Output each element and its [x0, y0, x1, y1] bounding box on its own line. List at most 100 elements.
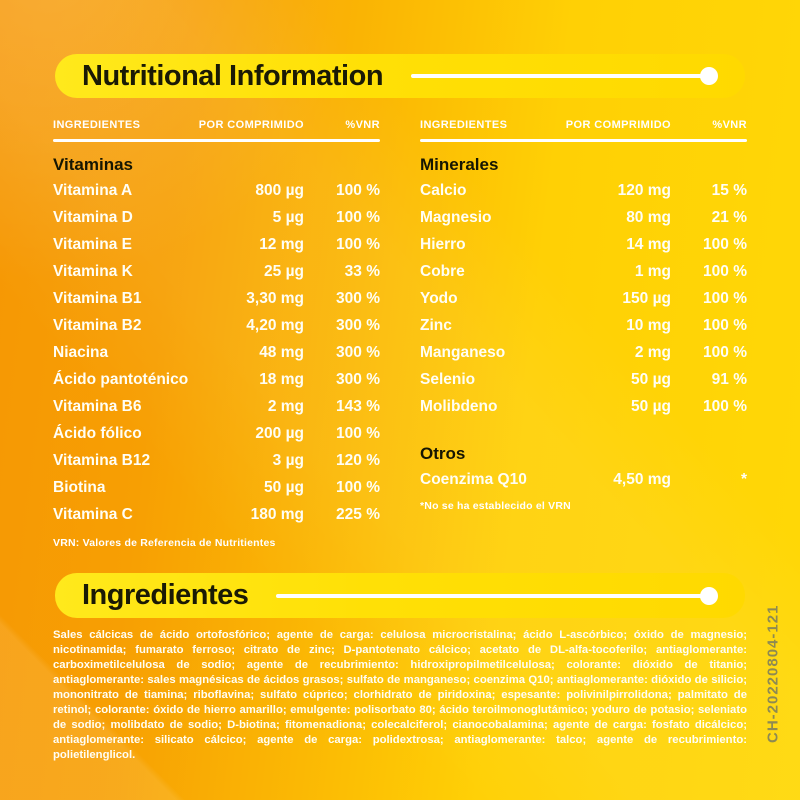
amount-value: 50 µg — [631, 370, 671, 388]
section-title-minerales: Minerales — [420, 155, 499, 174]
ingredientes-decorative-line-wrap — [276, 586, 718, 605]
table-row: Coenzima Q10 4,50 mg * — [420, 466, 747, 493]
amount-value: 50 µg — [631, 397, 671, 415]
header-underline — [53, 139, 380, 142]
vnr-value: 33 % — [344, 262, 380, 280]
table-row: Vitamina E 12 mg 100 % — [53, 231, 380, 258]
amount-value: 4,20 mg — [246, 316, 304, 334]
column-header-ingredientes: INGREDIENTES — [420, 119, 508, 131]
amount-value: 2 mg — [634, 343, 671, 361]
vnr-value: 225 % — [336, 505, 380, 523]
column-header-por-comprimido: POR COMPRIMIDO — [198, 119, 304, 131]
vnr-value: 91 % — [711, 370, 747, 388]
table-row: Vitamina K 25 µg 33 % — [53, 258, 380, 285]
ingredient-name: Ácido pantoténico — [53, 370, 189, 388]
table-row: Vitamina A 800 µg 100 % — [53, 177, 380, 204]
ingredient-name: Hierro — [420, 235, 466, 253]
vnr-value: 300 % — [336, 370, 380, 388]
amount-value: 180 mg — [250, 505, 304, 523]
decorative-line — [276, 593, 703, 598]
vrn-footnote: VRN: Valores de Referencia de Nutritient… — [53, 537, 276, 549]
ingredient-name: Vitamina A — [53, 181, 133, 199]
vnr-value: 100 % — [336, 235, 380, 253]
line-end-dot-icon — [700, 586, 718, 605]
amount-value: 48 mg — [259, 343, 304, 361]
table-row: Molibdeno 50 µg 100 % — [420, 393, 747, 420]
vnr-value: 100 % — [336, 424, 380, 442]
no-vrn-footnote: *No se ha establecido el VRN — [420, 500, 571, 512]
amount-value: 80 mg — [626, 208, 671, 226]
vnr-value: 21 % — [711, 208, 747, 226]
table-row: Magnesio 80 mg 21 % — [420, 204, 747, 231]
table-row: Ácido fólico 200 µg 100 % — [53, 420, 380, 447]
amount-value: 1 mg — [634, 262, 671, 280]
amount-value: 50 µg — [264, 478, 304, 496]
batch-code: CH-20220804-121 — [764, 604, 782, 744]
amount-value: 150 µg — [622, 289, 671, 307]
amount-value: 200 µg — [255, 424, 304, 442]
vnr-value: 100 % — [703, 343, 747, 361]
vnr-value: 100 % — [703, 262, 747, 280]
amount-value: 12 mg — [259, 235, 304, 253]
amount-value: 25 µg — [264, 262, 304, 280]
ingredient-name: Yodo — [420, 289, 458, 307]
table-row: Cobre 1 mg 100 % — [420, 258, 747, 285]
column-header-vnr: %VNR — [345, 119, 380, 131]
amount-value: 4,50 mg — [613, 470, 671, 488]
table-row: Vitamina C 180 mg 225 % — [53, 501, 380, 528]
table-row: Niacina 48 mg 300 % — [53, 339, 380, 366]
decorative-line — [411, 74, 703, 78]
vitamins-table: INGREDIENTES POR COMPRIMIDO %VNR Vitamin… — [53, 118, 380, 549]
table-row: Selenio 50 µg 91 % — [420, 366, 747, 393]
ingredient-name: Vitamina K — [53, 262, 133, 280]
table-row: Biotina 50 µg 100 % — [53, 474, 380, 501]
ingredient-name: Vitamina B6 — [53, 397, 142, 415]
ingredient-name: Magnesio — [420, 208, 492, 226]
vnr-value: 100 % — [336, 181, 380, 199]
vnr-value: 300 % — [336, 316, 380, 334]
ingredient-name: Zinc — [420, 316, 452, 334]
ingredient-name: Vitamina B2 — [53, 316, 142, 334]
table-row: Vitamina D 5 µg 100 % — [53, 204, 380, 231]
table-row: Calcio 120 mg 15 % — [420, 177, 747, 204]
ingredient-name: Ácido fólico — [53, 424, 142, 442]
table-row: Vitamina B2 4,20 mg 300 % — [53, 312, 380, 339]
vnr-value: 100 % — [703, 289, 747, 307]
page-title: Nutritional Information — [82, 59, 384, 92]
vnr-value: 100 % — [336, 208, 380, 226]
ingredientes-title: Ingredientes — [82, 579, 249, 611]
otros-rows: Coenzima Q10 4,50 mg * — [420, 466, 747, 493]
vnr-value: * — [740, 470, 747, 488]
ingredient-name: Cobre — [420, 262, 465, 280]
amount-value: 14 mg — [626, 235, 671, 253]
vnr-value: 100 % — [703, 397, 747, 415]
vnr-value: 100 % — [703, 235, 747, 253]
column-header-vnr: %VNR — [712, 119, 747, 131]
ingredient-name: Calcio — [420, 181, 467, 199]
amount-value: 3,30 mg — [246, 289, 304, 307]
amount-value: 800 µg — [255, 181, 304, 199]
ingredient-name: Molibdeno — [420, 397, 498, 415]
table-header-row: INGREDIENTES POR COMPRIMIDO %VNR — [420, 118, 747, 132]
ingredient-name: Coenzima Q10 — [420, 470, 527, 488]
ingredient-name: Vitamina E — [53, 235, 132, 253]
column-header-ingredientes: INGREDIENTES — [53, 119, 141, 131]
table-header-row: INGREDIENTES POR COMPRIMIDO %VNR — [53, 118, 380, 132]
vnr-value: 300 % — [336, 289, 380, 307]
line-end-dot-icon — [700, 67, 718, 85]
section-title-vitaminas: Vitaminas — [53, 155, 134, 174]
table-row: Ácido pantoténico 18 mg 300 % — [53, 366, 380, 393]
ingredient-name: Manganeso — [420, 343, 506, 361]
column-header-por-comprimido: POR COMPRIMIDO — [565, 119, 671, 131]
table-row: Zinc 10 mg 100 % — [420, 312, 747, 339]
ingredient-name: Biotina — [53, 478, 106, 496]
table-row: Vitamina B6 2 mg 143 % — [53, 393, 380, 420]
ingredient-name: Vitamina C — [53, 505, 133, 523]
amount-value: 120 mg — [617, 181, 671, 199]
table-row: Manganeso 2 mg 100 % — [420, 339, 747, 366]
ingredient-name: Vitamina B12 — [53, 451, 151, 469]
amount-value: 5 µg — [272, 208, 304, 226]
vnr-value: 15 % — [711, 181, 747, 199]
header-underline — [420, 139, 747, 142]
